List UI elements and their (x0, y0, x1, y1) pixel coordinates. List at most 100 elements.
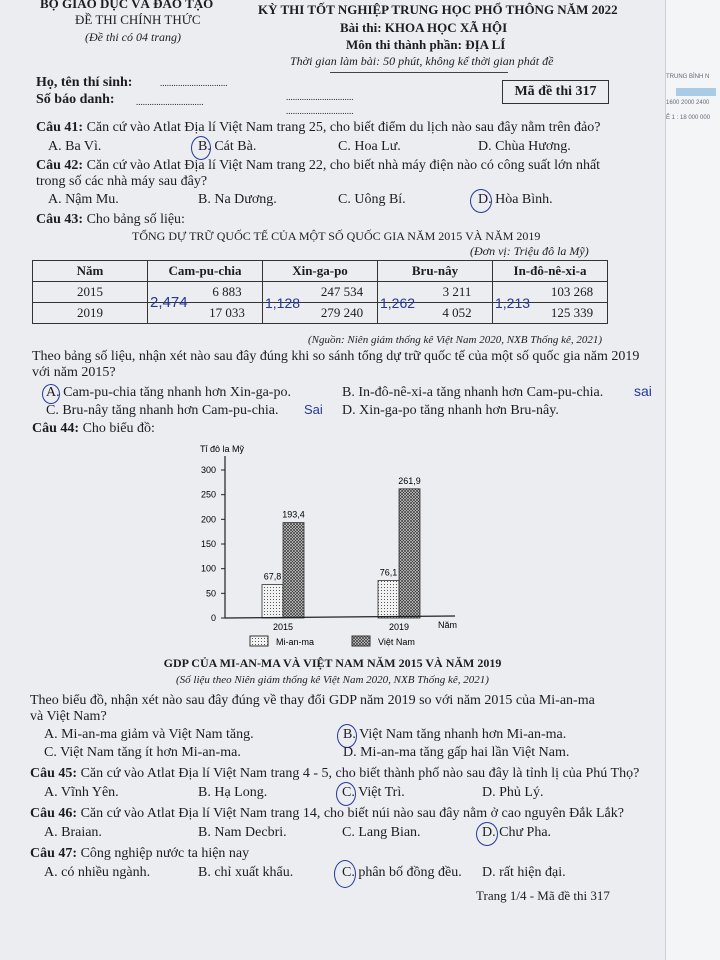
q42-text: Căn cứ vào Atlat Địa lí Việt Nam trang 2… (86, 158, 601, 173)
data-label: 193,4 (282, 510, 305, 520)
answer-circle (191, 136, 211, 160)
atlas-page-edge: TRUNG BÌNH N 1600 2000 2400 Ê 1 : 18 000… (665, 0, 720, 960)
y-tick-label: 100 (201, 564, 216, 574)
answer-circle (42, 384, 60, 404)
y-tick-label: 300 (201, 465, 216, 475)
q42-option-c: C. Uông Bí. (338, 192, 406, 207)
question-44: Câu 44: Cho biểu đồ: (32, 421, 155, 437)
q45-option-d: D. Phủ Lý. (482, 785, 544, 800)
id-label: Số báo danh: (36, 92, 115, 107)
legend-swatch-vietnam (351, 635, 371, 647)
q45-option-c: C. Việt Trì. (342, 785, 405, 800)
bar-2015-0 (261, 584, 284, 619)
col-brunei: Bru-nây (377, 260, 493, 282)
handwritten-note: Sai (304, 402, 323, 417)
q42-option-d: D. Hòa Bình. (478, 192, 553, 207)
table-unit: (Đơn vị: Triệu đô la Mỹ) (470, 244, 589, 258)
q42-text-2: trong số các nhà máy sau đây? (36, 174, 208, 189)
side-text: TRUNG BÌNH N (666, 74, 710, 80)
page-footer: Trang 1/4 - Mã đề thi 317 (476, 888, 610, 903)
q41-option-b: B. Cát Bà. (198, 139, 257, 154)
bar-2019-0 (377, 580, 400, 619)
question-47: Câu 47: Công nghiệp nước ta hiện nay (30, 846, 249, 862)
exam-time: Thời gian làm bài: 50 phút, không kể thờ… (290, 54, 554, 68)
q45-label: Câu 45: (30, 766, 78, 781)
q47-option-b: B. chỉ xuất khẩu. (198, 865, 294, 880)
cell: 125 339 (492, 302, 608, 324)
data-label: 261,9 (398, 476, 421, 486)
table-source: (Nguồn: Niên giám thống kê Việt Nam 2020… (308, 334, 603, 346)
dots-1: .............................. (286, 92, 354, 102)
table-header-row: Năm Cam-pu-chia Xin-ga-po Bru-nây In-đô-… (32, 260, 608, 282)
data-label: 67,8 (264, 572, 282, 582)
q41-label: Câu 41: (36, 120, 84, 135)
exam-title: KỲ THI TỐT NGHIỆP TRUNG HỌC PHỔ THÔNG NĂ… (258, 2, 618, 17)
q47-option-a: A. có nhiều ngành. (44, 865, 151, 880)
legend-swatch-mianma (249, 635, 269, 647)
cell: 2019 (32, 302, 148, 324)
cell: 17 033 (147, 302, 263, 324)
question-45: Câu 45: Căn cứ vào Atlat Địa lí Việt Nam… (30, 766, 639, 782)
handwritten-note: 2,474 (150, 294, 188, 311)
x-tick-label: 2019 (389, 622, 409, 632)
q46-option-a: A. Braian. (44, 825, 102, 840)
col-indonesia: In-đô-nê-xi-a (492, 260, 608, 282)
side-text: 1600 2000 2400 (666, 100, 710, 106)
name-field: .............................. (160, 78, 228, 88)
q45-option-b: B. Hạ Long. (198, 785, 268, 800)
q46-option-c: C. Lang Bian. (342, 825, 421, 840)
q46-label: Câu 46: (30, 806, 78, 821)
handwritten-note: 1,262 (380, 295, 416, 311)
exam-paper: BỘ GIÁO DỤC VÀ ĐÀO TẠO ĐỀ THI CHÍNH THỨC… (0, 0, 665, 960)
dots-2: .............................. (286, 106, 354, 116)
col-singapore: Xin-ga-po (262, 260, 378, 282)
q43-prompt-2: với năm 2015? (32, 365, 116, 380)
q44-option-b: B. Việt Nam tăng nhanh hơn Mi-an-ma. (343, 727, 567, 742)
q46-text: Căn cứ vào Atlat Địa lí Việt Nam trang 1… (80, 806, 624, 821)
chart-title: GDP CỦA MI-AN-MA VÀ VIỆT NAM NĂM 2015 VÀ… (163, 656, 502, 670)
bar-2019-1 (398, 488, 421, 619)
handwritten-note: 1,128 (265, 295, 301, 311)
table-row: 2019 17 033 279 240 4 052 125 339 (32, 302, 608, 324)
answer-circle (336, 782, 356, 806)
bar-2015-1 (282, 522, 305, 619)
legend-mianma: Mi-an-ma (276, 637, 314, 647)
q44-option-a: A. Mi-an-ma giảm và Việt Nam tăng. (44, 727, 254, 742)
q44-option-c: C. Việt Nam tăng ít hơn Mi-an-ma. (44, 745, 241, 760)
question-41: Câu 41: Căn cứ vào Atlat Địa lí Việt Nam… (36, 120, 600, 136)
col-year: Năm (32, 260, 148, 282)
exam-subject: Bài thi: KHOA HỌC XÃ HỘI (340, 20, 508, 35)
q44-prompt: Theo biểu đồ, nhận xét nào sau đây đúng … (30, 693, 595, 708)
q43-option-c: C. Bru-nây tăng nhanh hơn Cam-pu-chia. (46, 403, 279, 418)
x-tick-label: 2015 (273, 622, 293, 632)
handwritten-note: sai (634, 383, 652, 399)
answer-circle (337, 724, 357, 748)
q42-label: Câu 42: (36, 158, 84, 173)
ministry: BỘ GIÁO DỤC VÀ ĐÀO TẠO (40, 0, 214, 11)
chart-source: (Số liệu theo Niên giám thống kê Việt Na… (176, 674, 489, 686)
q46-option-b: B. Nam Decbri. (198, 825, 287, 840)
q44-label: Câu 44: (32, 421, 80, 436)
q43-option-d: D. Xin-ga-po tăng nhanh hơn Bru-nây. (342, 403, 559, 418)
pages-note: (Đề thi có 04 trang) (85, 30, 181, 44)
q43-option-a: A. Cam-pu-chia tăng nhanh hơn Xin-ga-po. (46, 385, 291, 400)
q41-text: Căn cứ vào Atlat Địa lí Việt Nam trang 2… (86, 120, 601, 135)
q41-option-a: A. Ba Vì. (48, 139, 102, 154)
gdp-bar-chart: Tỉ đô la Mỹ Năm 0 50 100 150 200 250 300 2015 6… (200, 444, 457, 647)
divider (330, 72, 508, 73)
q42-option-b: B. Na Dương. (198, 192, 277, 207)
q47-option-c: C. phân bố đồng đều. (342, 865, 462, 880)
q43-label: Câu 43: (36, 212, 84, 227)
answer-circle (476, 822, 498, 846)
side-text: Ê 1 : 18 000 000 (666, 115, 711, 121)
exam-code: Mã đề thi 317 (502, 80, 609, 104)
q47-text: Công nghiệp nước ta hiện nay (80, 846, 250, 861)
official-label: ĐỀ THI CHÍNH THỨC (75, 12, 201, 27)
q44-option-d: D. Mi-an-ma tăng gấp hai lần Việt Nam. (343, 745, 570, 760)
q44-text: Cho biểu đồ: (82, 421, 155, 436)
y-tick-label: 200 (201, 514, 216, 524)
q44-prompt-2: và Việt Nam? (30, 709, 107, 724)
data-label: 76,1 (380, 567, 398, 577)
table-title: TỔNG DỰ TRỮ QUỐC TẾ CỦA MỘT SỐ QUỐC GIA … (132, 229, 541, 243)
cell: 279 240 (262, 302, 378, 324)
